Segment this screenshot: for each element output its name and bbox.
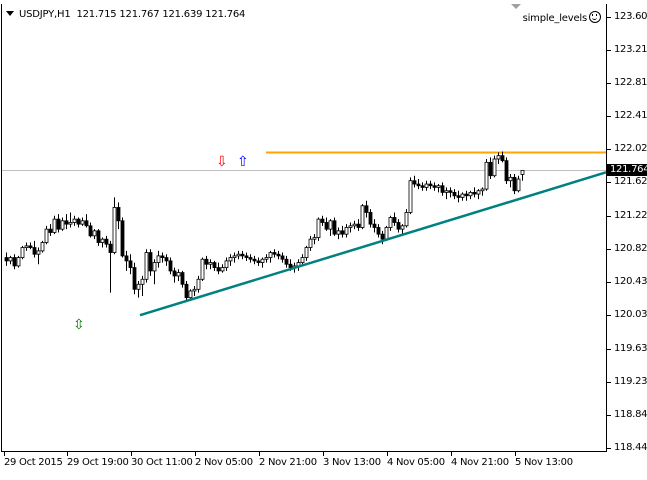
candlestick-series	[4, 151, 525, 301]
time-tick-label: 3 Nov 13:00	[323, 457, 381, 468]
time-tick-label: 29 Oct 19:00	[67, 457, 129, 468]
time-tick-label: 4 Nov 21:00	[451, 457, 509, 468]
price-tick-label: 121.620	[614, 176, 647, 188]
indicator-name: simple_levels	[522, 13, 588, 24]
time-tick-label: 2 Nov 05:00	[195, 457, 253, 468]
price-tick-label: 118.840	[614, 408, 647, 420]
time-axis-ticks	[4, 451, 516, 456]
time-tick-label: 5 Nov 13:00	[515, 457, 573, 468]
collapse-triangle-icon[interactable]	[6, 11, 14, 16]
price-tick-label: 118.440	[614, 442, 647, 453]
price-axis-ticks	[607, 17, 611, 449]
trend-line[interactable]	[139, 171, 607, 317]
buy-arrow-icon[interactable]: ⇧	[237, 154, 249, 170]
time-tick-label: 29 Oct 2015	[4, 457, 63, 468]
time-tick-label: 30 Oct 11:00	[131, 457, 193, 468]
smiley-icon	[589, 11, 601, 23]
price-tick-label: 120.030	[614, 309, 647, 321]
sell-arrow-icon[interactable]: ⇩	[216, 154, 228, 170]
ohlc-values: 121.715 121.767 121.639 121.764	[76, 9, 246, 20]
up-down-arrow-icon[interactable]: ⇳	[73, 317, 85, 333]
indicator-label[interactable]: simple_levels	[523, 11, 601, 24]
price-tick-label: 122.020	[614, 142, 647, 154]
chart-header: USDJPY,H1 121.715 121.767 121.639 121.76…	[6, 9, 245, 20]
price-tick-label: 119.630	[614, 342, 647, 354]
symbol-timeframe: USDJPY,H1	[19, 9, 71, 20]
chart-frame	[1, 4, 607, 452]
shift-marker-icon[interactable]	[511, 4, 521, 9]
price-tick-label: 121.220	[614, 209, 647, 221]
price-tick-label: 122.810	[614, 76, 647, 88]
price-tick-label: 123.210	[614, 43, 647, 55]
price-tick-label: 122.410	[614, 110, 647, 122]
price-tick-label: 120.820	[614, 243, 647, 255]
price-tick-label: 119.230	[614, 376, 647, 387]
time-tick-label: 4 Nov 05:00	[387, 457, 445, 468]
current-price-label: 121.764	[607, 164, 647, 176]
price-tick-label: 120.430	[614, 275, 647, 287]
time-tick-label: 2 Nov 21:00	[259, 457, 317, 468]
price-tick-label: 123.600	[614, 11, 647, 22]
